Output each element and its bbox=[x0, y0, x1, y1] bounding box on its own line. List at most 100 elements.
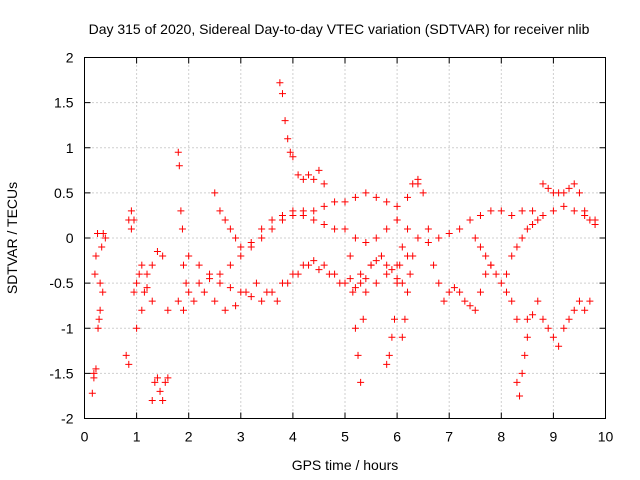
data-point bbox=[396, 261, 404, 269]
data-point bbox=[320, 202, 328, 210]
series-track-o bbox=[409, 175, 495, 314]
data-point bbox=[195, 279, 203, 287]
data-point bbox=[140, 288, 148, 296]
data-point bbox=[351, 193, 359, 201]
series-track-n bbox=[393, 202, 599, 247]
data-point bbox=[372, 257, 380, 265]
data-point bbox=[161, 378, 169, 386]
data-point bbox=[404, 193, 412, 201]
data-point bbox=[398, 243, 406, 251]
data-point bbox=[534, 216, 542, 224]
data-point bbox=[430, 261, 438, 269]
series-track-d bbox=[125, 216, 156, 332]
data-point bbox=[216, 207, 224, 215]
series-track-l bbox=[346, 252, 367, 386]
data-point bbox=[268, 225, 276, 233]
data-point bbox=[476, 288, 484, 296]
series-track-k bbox=[276, 79, 328, 188]
data-point bbox=[237, 243, 245, 251]
data-point bbox=[487, 207, 495, 215]
data-point bbox=[96, 306, 104, 314]
data-point bbox=[357, 378, 365, 386]
data-point bbox=[133, 324, 141, 332]
data-point bbox=[383, 198, 391, 206]
data-point bbox=[581, 207, 589, 215]
data-point bbox=[401, 315, 409, 323]
data-point bbox=[414, 175, 422, 183]
data-point bbox=[575, 297, 583, 305]
data-point bbox=[278, 90, 286, 98]
data-point bbox=[560, 324, 568, 332]
data-point bbox=[586, 297, 594, 305]
y-tick-label: 1.5 bbox=[54, 95, 74, 111]
data-point bbox=[393, 216, 401, 224]
data-point bbox=[331, 198, 339, 206]
data-point bbox=[354, 351, 362, 359]
series-track-t bbox=[503, 216, 542, 278]
data-point bbox=[341, 225, 349, 233]
data-point bbox=[503, 270, 511, 278]
data-point bbox=[305, 171, 313, 179]
data-point bbox=[179, 306, 187, 314]
data-point bbox=[268, 216, 276, 224]
data-point bbox=[143, 270, 151, 278]
data-point bbox=[138, 261, 146, 269]
data-point bbox=[406, 270, 414, 278]
data-point bbox=[471, 306, 479, 314]
data-point bbox=[341, 279, 349, 287]
data-point bbox=[99, 229, 107, 237]
data-point bbox=[226, 261, 234, 269]
axis-ticks: 0 1 2 3 4 5 6 7 8 9 10 -2 -1.5 -1 -0.5 0 0.5 1 1.5 2 bbox=[49, 50, 613, 445]
series-track-e bbox=[148, 374, 172, 404]
data-point bbox=[357, 279, 365, 287]
data-point bbox=[529, 220, 537, 228]
x-tick-label: 10 bbox=[598, 429, 614, 445]
y-tick-label: 0.5 bbox=[54, 185, 74, 201]
data-point bbox=[409, 180, 417, 188]
data-point bbox=[190, 297, 198, 305]
data-point bbox=[516, 392, 524, 400]
data-point bbox=[390, 315, 398, 323]
data-point bbox=[466, 216, 474, 224]
data-point bbox=[362, 239, 370, 247]
data-point bbox=[508, 297, 516, 305]
y-tick-label: 1 bbox=[66, 140, 74, 156]
data-point bbox=[482, 270, 490, 278]
data-point bbox=[320, 261, 328, 269]
data-point bbox=[565, 184, 573, 192]
x-tick-label: 9 bbox=[550, 429, 558, 445]
data-point bbox=[435, 234, 443, 242]
data-point bbox=[122, 351, 130, 359]
data-point bbox=[513, 243, 521, 251]
data-point bbox=[178, 225, 186, 233]
data-point bbox=[518, 369, 526, 377]
data-point bbox=[377, 252, 385, 260]
data-point bbox=[310, 216, 318, 224]
data-point bbox=[258, 225, 266, 233]
x-tick-label: 1 bbox=[133, 429, 141, 445]
series-track-q bbox=[513, 333, 531, 400]
data-point bbox=[372, 234, 380, 242]
data-point bbox=[185, 252, 193, 260]
data-point bbox=[299, 261, 307, 269]
data-point bbox=[247, 293, 255, 301]
data-point bbox=[237, 252, 245, 260]
data-point bbox=[159, 252, 167, 260]
data-point bbox=[456, 225, 464, 233]
data-point bbox=[367, 261, 375, 269]
data-point bbox=[143, 284, 151, 292]
data-point bbox=[206, 270, 214, 278]
data-point bbox=[138, 306, 146, 314]
data-point bbox=[383, 225, 391, 233]
y-tick-label: -1.5 bbox=[49, 365, 73, 381]
data-point bbox=[440, 297, 448, 305]
data-point bbox=[518, 207, 526, 215]
data-point bbox=[226, 225, 234, 233]
data-point bbox=[310, 175, 318, 183]
data-point bbox=[591, 220, 599, 228]
data-point bbox=[513, 315, 521, 323]
data-point bbox=[284, 135, 292, 143]
series-track-c bbox=[122, 207, 172, 368]
series-track-a bbox=[88, 229, 109, 397]
data-point bbox=[346, 252, 354, 260]
